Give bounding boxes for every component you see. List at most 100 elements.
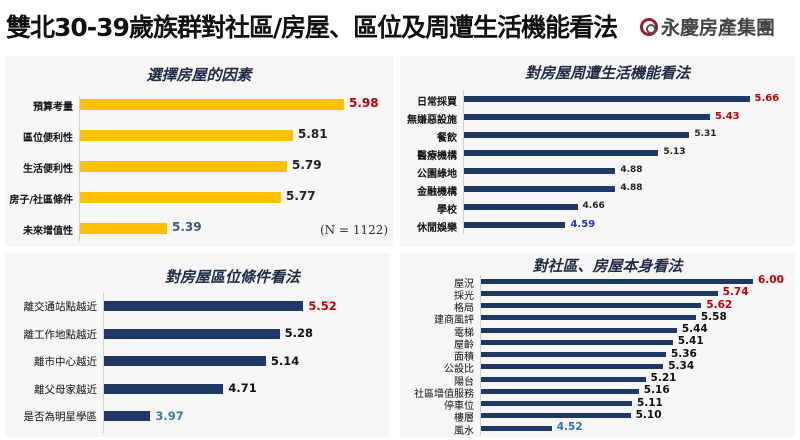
value-label: 4.88 <box>620 183 643 194</box>
page-title: 雙北30-39歲族群對社區/房屋、區位及周遭生活機能看法 <box>6 13 618 42</box>
value-label: 5.62 <box>706 298 733 311</box>
bar <box>481 401 632 406</box>
bar <box>80 222 167 234</box>
value-label: 5.36 <box>670 347 697 360</box>
value-label: 5.28 <box>284 326 314 341</box>
bar <box>481 388 639 394</box>
value-label: 5.34 <box>668 359 695 372</box>
value-label: 5.14 <box>270 353 300 368</box>
bar <box>481 327 677 333</box>
value-label: 4.52 <box>556 421 583 434</box>
category-label: 陽台 <box>454 376 474 388</box>
category-label: 學校 <box>437 204 457 216</box>
value-label: 5.10 <box>635 408 662 421</box>
value-label: 5.44 <box>681 323 708 336</box>
bar <box>481 303 702 308</box>
value-label: 6.00 <box>758 274 784 287</box>
bar <box>464 204 578 210</box>
logo-mark-icon <box>640 17 658 36</box>
bar <box>464 114 710 120</box>
y-axis-line <box>79 96 80 241</box>
bar <box>481 352 666 357</box>
value-label: 4.66 <box>582 201 605 212</box>
category-label: 離市中心越近 <box>34 356 97 369</box>
value-label: 5.98 <box>349 96 379 111</box>
category-label: 預算考量 <box>33 101 73 113</box>
category-label: 社區增值服務 <box>414 388 474 400</box>
category-label: 生活便利性 <box>23 163 73 175</box>
value-label: 5.16 <box>643 384 670 397</box>
bar <box>464 150 659 156</box>
category-label: 休閒娛樂 <box>417 222 457 234</box>
value-label: 4.88 <box>620 165 643 176</box>
value-label: 5.11 <box>636 396 663 409</box>
value-label: 5.79 <box>292 158 322 173</box>
value-label: 5.41 <box>677 335 704 348</box>
category-label: 格局 <box>454 303 474 314</box>
bar <box>464 168 616 174</box>
bar <box>481 315 696 321</box>
value-label: 5.58 <box>700 310 727 323</box>
category-label: 風水 <box>454 425 474 437</box>
category-label: 餐飲 <box>437 132 457 144</box>
bar <box>104 301 304 311</box>
bar <box>104 411 151 421</box>
category-label: 離交通站點越近 <box>23 301 98 314</box>
chart-title: 選擇房屋的因素 <box>146 66 252 84</box>
category-label: 採光 <box>454 290 474 302</box>
sample-size-note: (N = 1122) <box>320 223 389 237</box>
value-label: 5.52 <box>308 298 337 313</box>
value-label: 5.39 <box>172 220 202 235</box>
bar <box>80 191 281 203</box>
bar <box>104 383 224 394</box>
value-label: 4.71 <box>228 381 257 396</box>
category-label: 建商風評 <box>434 315 474 327</box>
bar <box>481 425 552 431</box>
y-axis-line <box>480 275 481 435</box>
category-label: 區位便利性 <box>23 132 73 144</box>
value-label: 5.66 <box>754 92 780 104</box>
value-label: 4.59 <box>570 218 596 230</box>
value-label: 5.43 <box>714 110 740 122</box>
category-label: 無嫌惡設施 <box>407 114 457 126</box>
category-label: 是否為明星學區 <box>23 411 98 424</box>
bar <box>464 132 690 138</box>
bar <box>80 129 293 141</box>
chart-panel-location-conditions: 對房屋區位條件看法 離交通站點越近 5.52 離工作地點越近 5.28 離市中心越近 5.… <box>5 253 390 437</box>
bar <box>104 328 280 339</box>
chart-title: 對社區、房屋本身看法 <box>532 257 683 275</box>
category-label: 公園綠地 <box>417 168 457 180</box>
bar <box>481 364 664 370</box>
bar <box>481 413 631 419</box>
category-label: 離工作地點越近 <box>23 328 98 341</box>
value-label: 5.13 <box>663 147 686 158</box>
category-label: 離父母家越近 <box>34 383 97 396</box>
logo-text: 永慶房產集團 <box>661 17 776 39</box>
category-label: 電梯 <box>454 327 474 339</box>
bar <box>464 96 750 102</box>
category-label: 屋況 <box>454 278 474 290</box>
category-label: 未來增值性 <box>23 225 73 237</box>
bar <box>104 356 266 366</box>
category-label: 房子/社區條件 <box>9 194 73 206</box>
logo: 永慶房產集團 <box>640 13 775 40</box>
value-label: 5.31 <box>694 129 717 140</box>
chart-panel-surrounding-amenities: 對房屋周遭生活機能看法 日常採買 5.66 無嫌惡設施 5.43 餐飲 5.31 醫療機構 5… <box>400 56 795 246</box>
chart-panel-house-selection-factors: 選擇房屋的因素 (N = 1122) 預算考量 5.98 區位便利性 5.81 生活便利… <box>5 56 393 246</box>
bar <box>481 339 673 345</box>
chart-title: 對房屋周遭生活機能看法 <box>524 64 690 82</box>
category-label: 公設比 <box>444 364 474 376</box>
value-label: 5.77 <box>286 189 316 204</box>
bar <box>464 222 566 228</box>
category-label: 醫療機構 <box>417 150 457 162</box>
value-label: 5.74 <box>722 286 749 299</box>
value-label: 5.21 <box>650 372 677 385</box>
category-label: 日常採買 <box>417 96 457 108</box>
bar <box>481 278 753 284</box>
bar <box>80 160 287 172</box>
category-label: 屋齡 <box>454 339 474 351</box>
bar <box>481 376 646 382</box>
bar <box>80 98 344 110</box>
value-label: 3.97 <box>155 408 184 423</box>
bar <box>464 186 616 192</box>
